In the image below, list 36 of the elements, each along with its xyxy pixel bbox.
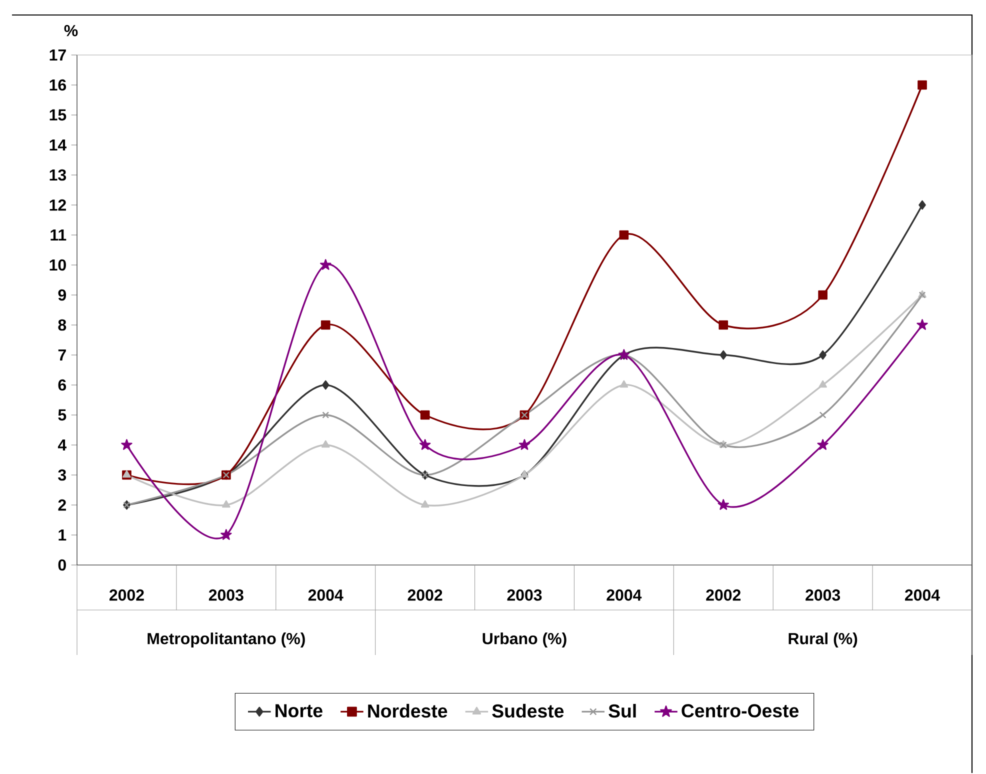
y-axis-title: % xyxy=(64,25,78,37)
y-tick-label: 10 xyxy=(50,260,66,271)
x-tick-label: 2002 xyxy=(109,590,144,601)
y-tick-label: 5 xyxy=(58,410,66,421)
x-tick-label: 2002 xyxy=(408,590,442,601)
text: Urbano (%) xyxy=(482,632,566,648)
y-tick-label: 9 xyxy=(58,290,66,301)
legend-label: Nordeste xyxy=(368,704,448,718)
y-tick-label: 3 xyxy=(58,470,66,481)
y-tick-label: 11 xyxy=(50,230,66,241)
y-tick-label: 2 xyxy=(58,500,66,511)
x-tick-label: 2004 xyxy=(606,590,642,601)
x-tick-label: 2004 xyxy=(905,590,940,601)
y-tick-label: 17 xyxy=(50,50,66,61)
y-tick-label: 8 xyxy=(58,320,66,331)
x-tick-label: 2004 xyxy=(308,590,344,601)
text: Rural (%) xyxy=(788,632,858,648)
y-tick-label: 13 xyxy=(50,170,66,181)
y-tick-label: 16 xyxy=(50,80,66,91)
x-tick-label: 2003 xyxy=(806,590,840,601)
legend-label: Sudeste xyxy=(492,704,564,718)
x-tick-label: 2002 xyxy=(706,590,741,601)
legend-label: Sul xyxy=(608,704,636,718)
y-tick-label: 0 xyxy=(58,560,66,571)
text: Metropolitantano (%) xyxy=(148,632,305,648)
y-tick-label: 7 xyxy=(58,350,66,361)
y-tick-label: 6 xyxy=(58,380,66,391)
y-tick-label: 14 xyxy=(50,140,67,151)
x-tick-label: 2003 xyxy=(507,590,542,601)
legend-label: Norte xyxy=(276,704,322,718)
y-tick-label: 4 xyxy=(58,440,67,451)
y-tick-label: 15 xyxy=(50,110,66,121)
y-tick-label: 12 xyxy=(50,200,66,211)
x-tick-label: 2003 xyxy=(208,590,244,601)
legend-label: Centro-Oeste xyxy=(682,704,799,718)
y-tick-label: 1 xyxy=(58,530,66,541)
